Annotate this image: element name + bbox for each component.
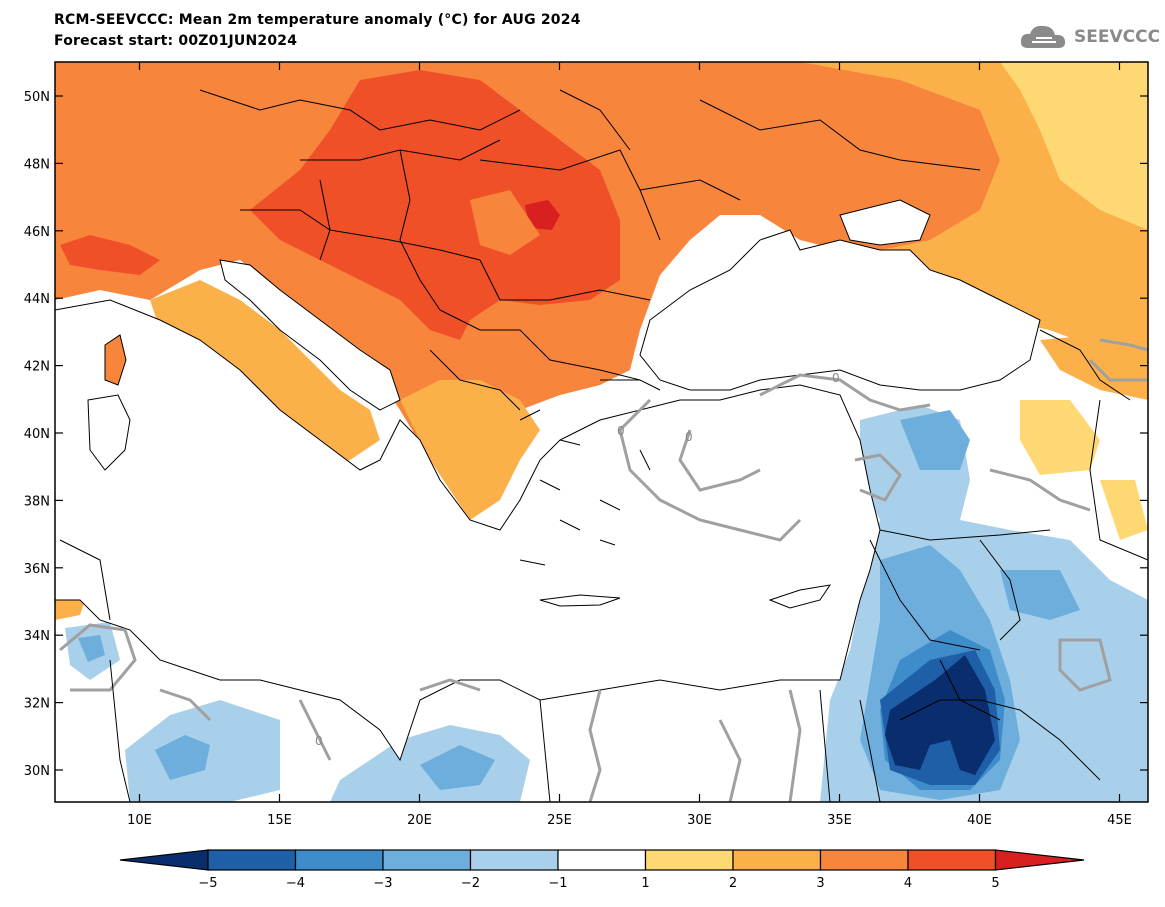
crete	[539, 594, 621, 607]
lon-tick-label: 15E	[267, 813, 292, 828]
adriatic-sea	[219, 259, 401, 411]
lat-tick-label: 34N	[24, 629, 50, 644]
colorbar-tick-label: 2	[729, 876, 737, 891]
colorbar-tick-label: −3	[373, 876, 392, 891]
azov-sea	[839, 199, 931, 246]
anomaly-field-turkey-yellow-3	[1020, 400, 1100, 475]
anomaly-field-libya-neg2	[155, 735, 210, 780]
anomaly-field-neg2-east	[900, 410, 970, 470]
colorbar: −5 −4 −3 −2 −1 1 2 3 4 5	[119, 849, 1085, 891]
country-borders	[59, 89, 1148, 802]
map-title: RCM-SEEVCCC: Mean 2m temperature anomaly…	[54, 12, 581, 28]
lat-tick-label: 50N	[24, 90, 50, 105]
colorbar-segment	[469, 849, 559, 871]
colorbar-segment	[557, 849, 647, 871]
colorbar-tick-label: 5	[991, 876, 999, 891]
colorbar-arrow-high	[994, 849, 1085, 871]
contour-label-zero-4: 0	[315, 734, 323, 748]
lon-tick-label: 25E	[547, 813, 572, 828]
lat-tick-label: 48N	[24, 157, 50, 172]
colorbar-tick-label: 1	[641, 876, 649, 891]
lon-tick-label: 20E	[407, 813, 432, 828]
lat-tick-label: 38N	[24, 494, 50, 509]
anomaly-field-egypt-neg2	[420, 745, 495, 790]
map-plot-area: 0 0 0 0	[55, 62, 1148, 802]
forecast-start-label: Forecast start: 00Z01JUN2024	[54, 33, 298, 49]
colorbar-arrow-low	[119, 849, 209, 871]
black-sea	[639, 229, 1041, 391]
anomaly-field-tunisia-neg2	[78, 635, 105, 662]
lat-tick-label: 30N	[24, 764, 50, 779]
anomaly-field-2to3-east	[620, 62, 1148, 345]
lon-tick-label: 30E	[687, 813, 712, 828]
seevccc-logo: SEEVCCC	[1018, 22, 1160, 52]
lat-tick-label: 46N	[24, 225, 50, 240]
contour-label-zero-3: 0	[685, 430, 693, 444]
colorbar-tick-label: 3	[816, 876, 824, 891]
anomaly-field-italy	[150, 280, 380, 470]
colorbar-tick-label: −5	[198, 876, 217, 891]
cloud-icon	[1020, 25, 1066, 48]
anomaly-field-5plus	[525, 200, 560, 230]
colorbar-tick-label: 4	[904, 876, 912, 891]
anomaly-field-neg2-iraq	[1000, 570, 1080, 620]
colorbar-segment	[382, 849, 472, 871]
anomaly-field-turkey-yellow-4	[1100, 480, 1148, 540]
longitude-axis: 10E 15E 20E 25E 30E 35E 40E 45E	[127, 62, 1132, 828]
latitude-axis: 50N 48N 46N 44N 42N 40N 38N 36N 34N 32N 30N	[24, 90, 1148, 779]
lat-tick-label: 44N	[24, 292, 50, 307]
lat-tick-label: 40N	[24, 427, 50, 442]
anomaly-field-greece	[400, 380, 540, 520]
colorbar-segment	[732, 849, 822, 871]
lon-tick-label: 40E	[967, 813, 992, 828]
colorbar-segment	[907, 849, 997, 871]
anomaly-field-1to2-east	[1000, 62, 1148, 230]
colorbar-segment	[207, 849, 297, 871]
corsica-outline	[104, 334, 127, 386]
colorbar-tick-label: −4	[286, 876, 305, 891]
colorbar-segment	[294, 849, 384, 871]
anomaly-field-4to5-west	[60, 235, 160, 275]
colorbar-tick-label: −2	[461, 876, 480, 891]
aegean-islands	[519, 409, 651, 566]
colorbar-tick-label: −1	[548, 876, 567, 891]
map-frame	[54, 61, 1149, 803]
sardinia-outline	[87, 394, 131, 471]
lat-tick-label: 42N	[24, 360, 50, 375]
lon-tick-label: 45E	[1107, 813, 1132, 828]
lat-tick-label: 32N	[24, 697, 50, 712]
colorbar-segment	[644, 849, 734, 871]
anomaly-field-patch-hungary	[470, 190, 540, 255]
anomaly-field-4to5	[250, 70, 620, 340]
lon-tick-label: 10E	[127, 813, 152, 828]
contour-label-zero: 0	[832, 371, 840, 385]
lat-tick-label: 36N	[24, 562, 50, 577]
contour-label-zero-2: 0	[617, 424, 625, 438]
colorbar-segment	[819, 849, 909, 871]
logo-text: SEEVCCC	[1074, 27, 1161, 47]
anomaly-field-neg5-jordan	[885, 655, 995, 775]
lon-tick-label: 35E	[827, 813, 852, 828]
mediterranean-sea	[55, 299, 881, 762]
cyprus	[768, 584, 832, 609]
zero-contours	[59, 338, 1148, 802]
